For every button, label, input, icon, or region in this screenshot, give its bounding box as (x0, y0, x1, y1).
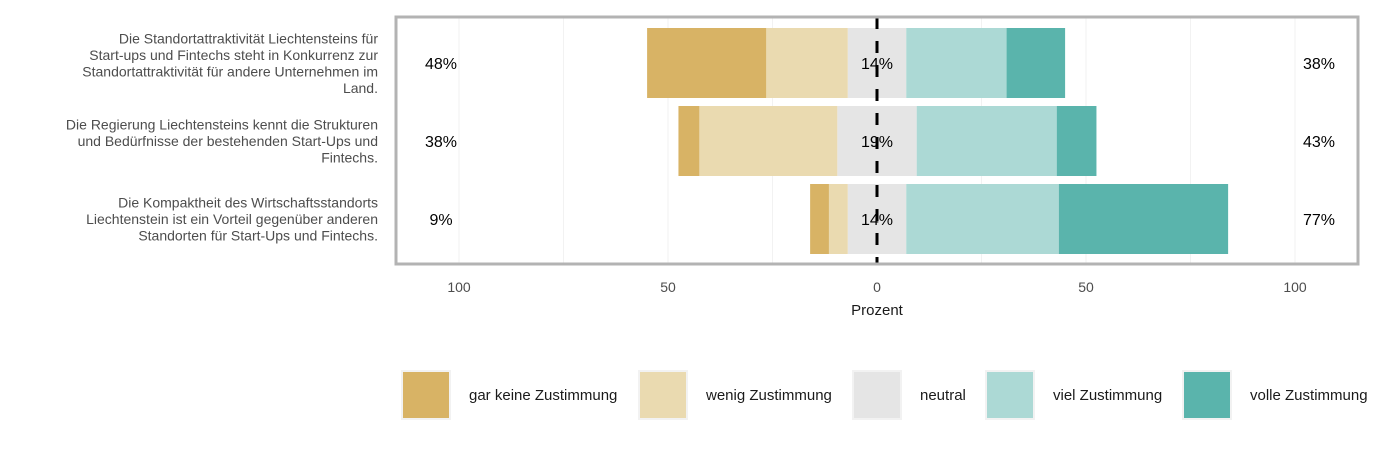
question-label-line: Die Kompaktheit des Wirtschaftsstandorts (118, 195, 378, 211)
x-tick-label: 50 (660, 279, 676, 295)
legend-key-neutral (852, 370, 902, 420)
legend-key-viel (985, 370, 1035, 420)
volle-bar (1056, 106, 1097, 176)
right-total-label: 38% (1303, 56, 1335, 73)
neutral-label: 19% (861, 134, 893, 151)
bars-layer (647, 28, 1229, 254)
panel-border (394, 15, 1360, 266)
x-tick-label: 0 (873, 279, 881, 295)
neutral-bar (847, 28, 907, 98)
question-label: Die Kompaktheit des Wirtschaftsstandorts… (86, 195, 378, 244)
x-axis-ticks: 100 50 0 50 100 (447, 279, 1307, 295)
question-label-line: Standorten für Start-Ups und Fintechs. (138, 228, 378, 244)
question-label-line: Liechtenstein ist ein Vorteil gegenüber … (86, 211, 378, 227)
question-label-line: und Bedürfnisse der bestehenden Start-Up… (78, 133, 378, 149)
percentage-labels: 48% 14% 38% 38% 19% 43% 9% 14% 77% (425, 56, 1335, 229)
question-label-line: Die Regierung Liechtensteins kennt die S… (66, 117, 378, 133)
legend: gar keine Zustimmung wenig Zustimmung neut… (401, 370, 1368, 420)
question-label: Die Regierung Liechtensteins kennt die S… (66, 117, 378, 166)
question-label-line: Land. (343, 80, 378, 96)
gar-keine-bar (810, 184, 829, 254)
question-labels: Die Standortattraktivität Liechtensteins… (66, 30, 378, 243)
x-tick-label: 100 (447, 279, 471, 295)
neutral-label: 14% (861, 212, 893, 229)
question-label-line: Start-ups und Fintechs steht in Konkurre… (89, 47, 378, 63)
x-tick-label: 100 (1283, 279, 1307, 295)
wenig-bar (766, 28, 848, 98)
legend-label: volle Zustimmung (1250, 387, 1368, 404)
legend-label: wenig Zustimmung (705, 387, 832, 404)
x-tick-label: 50 (1078, 279, 1094, 295)
question-label: Die Standortattraktivität Liechtensteins… (82, 30, 378, 96)
volle-bar (1006, 28, 1066, 98)
x-axis-title: Prozent (851, 302, 904, 319)
left-total-label: 38% (425, 134, 457, 151)
question-label-line: Fintechs. (321, 150, 378, 166)
viel-bar (916, 106, 1057, 176)
right-total-label: 43% (1303, 134, 1335, 151)
wenig-bar (699, 106, 838, 176)
legend-label: neutral (920, 387, 966, 404)
viel-bar (906, 28, 1007, 98)
gar-keine-bar (678, 106, 700, 176)
legend-key-wenig (638, 370, 688, 420)
legend-label: viel Zustimmung (1053, 387, 1162, 404)
wenig-bar (828, 184, 848, 254)
legend-key-volle (1182, 370, 1232, 420)
gar-keine-bar (647, 28, 767, 98)
left-total-label: 48% (425, 56, 457, 73)
question-label-line: Standortattraktivität für andere Unterne… (82, 63, 378, 79)
legend-label: gar keine Zustimmung (469, 387, 617, 404)
right-total-label: 77% (1303, 212, 1335, 229)
neutral-label: 14% (861, 56, 893, 73)
question-label-line: Die Standortattraktivität Liechtensteins… (119, 30, 378, 46)
viel-bar (906, 184, 1059, 254)
left-total-label: 9% (429, 212, 452, 229)
volle-bar (1058, 184, 1229, 254)
legend-key-gar-keine (401, 370, 451, 420)
